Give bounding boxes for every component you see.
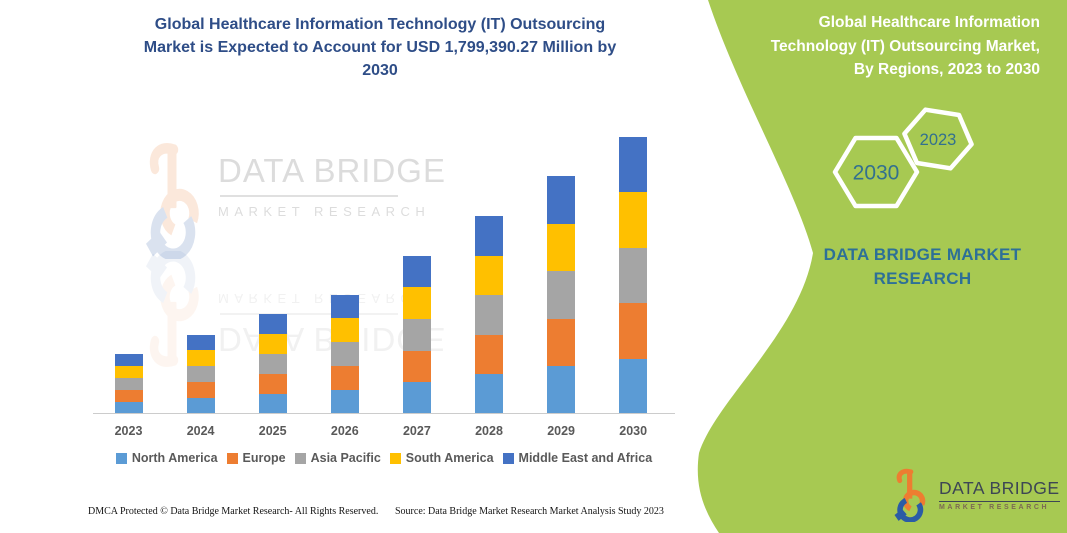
bar-segment-europe [258, 374, 287, 394]
bar-segment-europe [475, 334, 503, 375]
bar-segment-asia-pacific [258, 354, 287, 374]
bar-segment-asia-pacific [402, 318, 431, 351]
bar-segment-asia-pacific [330, 342, 359, 367]
legend-swatch [115, 452, 127, 464]
bar-segment-middle-east-and-africa [114, 354, 143, 366]
bar-segment-north-america [547, 366, 576, 414]
company-logo-icon [893, 466, 931, 522]
watermark-divider [220, 195, 398, 197]
legend-label: South America [405, 451, 494, 465]
bar-segment-middle-east-and-africa [258, 314, 287, 334]
legend-swatch [294, 452, 306, 464]
company-logo-subtitle: MARKET RESEARCH [939, 503, 1050, 511]
bar-segment-europe [619, 303, 648, 359]
x-axis-label-2028: 2028 [475, 424, 503, 438]
x-axis-label-2023: 2023 [114, 424, 143, 438]
bar-segment-asia-pacific [619, 247, 648, 304]
x-axis-line [93, 413, 675, 414]
legend-label: Middle East and Africa [518, 451, 653, 465]
bar-segment-north-america [114, 402, 143, 414]
hexagon-year-front: 2023 [920, 131, 957, 149]
bar-segment-middle-east-and-africa [619, 137, 648, 193]
x-axis-label-2025: 2025 [258, 424, 287, 438]
watermark-subtitle: MARKET RESEARCH [218, 204, 431, 219]
legend-item-north-america: North America [115, 451, 218, 465]
watermark-text: DATA BRIDGE MARKET RESEARCH [218, 152, 446, 220]
bar-segment-europe [330, 366, 359, 391]
legend-item-europe: Europe [226, 451, 286, 465]
legend-swatch [502, 452, 514, 464]
bar-segment-europe [547, 318, 576, 367]
company-logo: DATA BRIDGE MARKET RESEARCH [893, 466, 1060, 522]
legend-label: Asia Pacific [310, 451, 381, 465]
bar-segment-south-america [186, 350, 215, 367]
company-logo-text: DATA BRIDGE MARKET RESEARCH [939, 478, 1060, 511]
bar-segment-europe [186, 382, 215, 399]
legend-item-asia-pacific: Asia Pacific [294, 451, 381, 465]
bar-segment-south-america [475, 255, 503, 296]
stacked-bar-2027 [402, 255, 431, 414]
legend-swatch [389, 452, 401, 464]
year-hexagons: 2030 2023 [832, 107, 974, 209]
stacked-bar-2025 [258, 314, 287, 414]
bar-segment-south-america [402, 287, 431, 319]
bar-segment-south-america [619, 192, 648, 248]
bar-segment-north-america [330, 390, 359, 414]
chart-title: Global Healthcare Information Technology… [143, 16, 617, 79]
bar-segment-north-america [258, 394, 287, 414]
panel-brand-text: DATA BRIDGE MARKET RESEARCH [823, 245, 1022, 288]
bar-segment-middle-east-and-africa [330, 294, 359, 319]
stacked-bar-2029 [547, 176, 576, 414]
bar-segment-asia-pacific [475, 295, 503, 335]
legend-item-south-america: South America [389, 451, 494, 465]
legend-swatch [226, 452, 238, 464]
bar-segment-europe [402, 350, 431, 383]
bar-segment-south-america [114, 366, 143, 378]
legend-label: North America [131, 451, 218, 465]
bar-segment-north-america [619, 358, 648, 414]
stacked-bar-2028 [475, 216, 503, 414]
bar-segment-south-america [547, 223, 576, 272]
x-axis-label-2029: 2029 [547, 424, 575, 438]
watermark-brand: DATA BRIDGE [218, 152, 446, 189]
bar-segment-south-america [330, 318, 359, 343]
watermark: DATA BRIDGE MARKET RESEARCH [138, 133, 446, 255]
stacked-bar-2024 [186, 334, 215, 414]
bar-segment-asia-pacific [186, 366, 215, 383]
stacked-bar-2030 [619, 137, 648, 414]
company-logo-brand: DATA BRIDGE [939, 477, 1060, 498]
bar-segment-north-america [186, 398, 215, 414]
legend-label: Europe [242, 451, 286, 465]
stacked-bar-chart: 2023 2024 2025 2026 2027 2028 2029 2030 North A… [93, 137, 675, 465]
bar-segment-north-america [402, 382, 431, 414]
bar-segment-south-america [258, 334, 287, 354]
stacked-bar-2026 [330, 294, 359, 414]
chart-legend: North America Europe Asia Pacific South Ame… [93, 451, 675, 465]
bar-segment-middle-east-and-africa [402, 255, 431, 288]
bar-segment-asia-pacific [114, 378, 143, 390]
x-axis-label-2027: 2027 [402, 424, 431, 438]
x-axis-label-2024: 2024 [186, 424, 215, 438]
bar-segment-middle-east-and-africa [475, 216, 503, 256]
stacked-bar-2023 [114, 354, 143, 414]
company-logo-divider [939, 500, 1060, 502]
bar-segment-middle-east-and-africa [186, 334, 215, 351]
hexagon-year-back: 2030 [853, 162, 900, 185]
legend-item-middle-east-and-africa: Middle East and Africa [502, 451, 653, 465]
x-axis-label-2026: 2026 [330, 424, 359, 438]
panel-heading: Global Healthcare Information Technology… [770, 14, 1040, 78]
x-axis-label-2030: 2030 [619, 424, 648, 438]
bar-segment-north-america [475, 374, 503, 414]
footer-source-text: Source: Data Bridge Market Research Mark… [395, 506, 664, 517]
footer-dmca-text: DMCA Protected © Data Bridge Market Rese… [88, 506, 379, 517]
hexagon-2023 [902, 107, 974, 171]
bar-segment-middle-east-and-africa [547, 176, 576, 224]
hexagon-2030 [832, 135, 920, 209]
bar-segment-asia-pacific [547, 271, 576, 319]
bar-segment-europe [114, 390, 143, 402]
